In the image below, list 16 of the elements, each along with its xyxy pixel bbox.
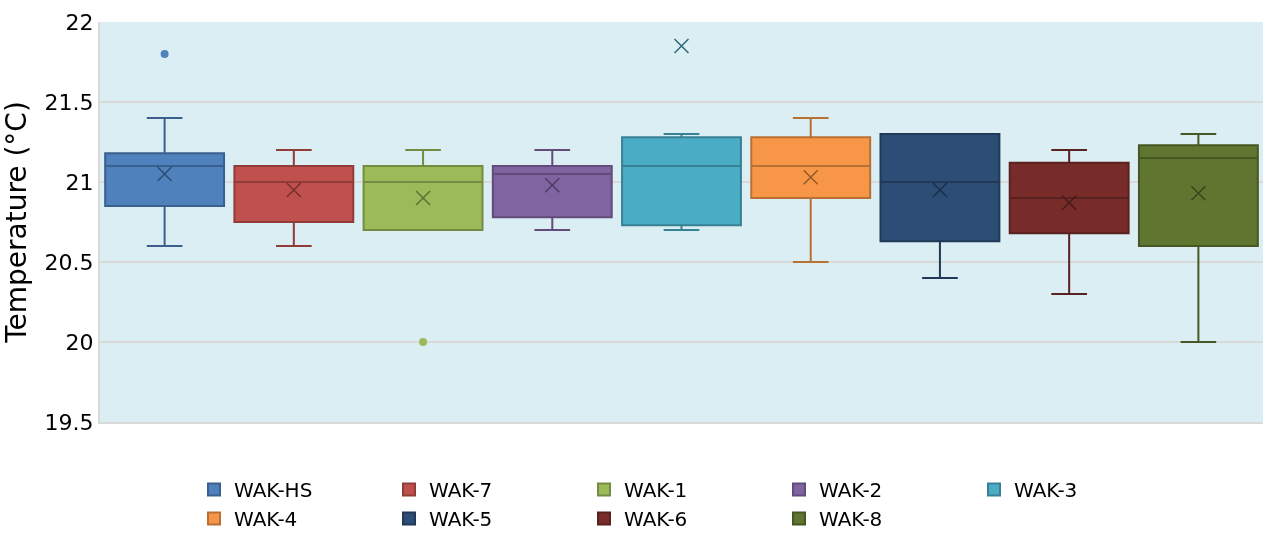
legend-label: WAK-2 <box>819 478 883 503</box>
y-tick-label: 21 <box>65 169 94 195</box>
legend-label: WAK-5 <box>429 507 493 532</box>
legend-label: WAK-HS <box>234 478 313 503</box>
y-tick-label: 22 <box>65 9 94 35</box>
legend-label: WAK-7 <box>429 478 493 503</box>
y-tick-label: 19.5 <box>44 409 94 435</box>
y-axis-title: Temperature (°C) <box>0 101 33 344</box>
y-tick-label: 20.5 <box>44 249 94 275</box>
legend-label: WAK-6 <box>624 507 688 532</box>
legend-label: WAK-3 <box>1014 478 1078 503</box>
legend-label: WAK-4 <box>234 507 298 532</box>
y-tick-label: 21.5 <box>44 89 94 115</box>
legend-label: WAK-8 <box>819 507 883 532</box>
y-tick-label: 20 <box>65 329 94 355</box>
legend-label: WAK-1 <box>624 478 688 503</box>
